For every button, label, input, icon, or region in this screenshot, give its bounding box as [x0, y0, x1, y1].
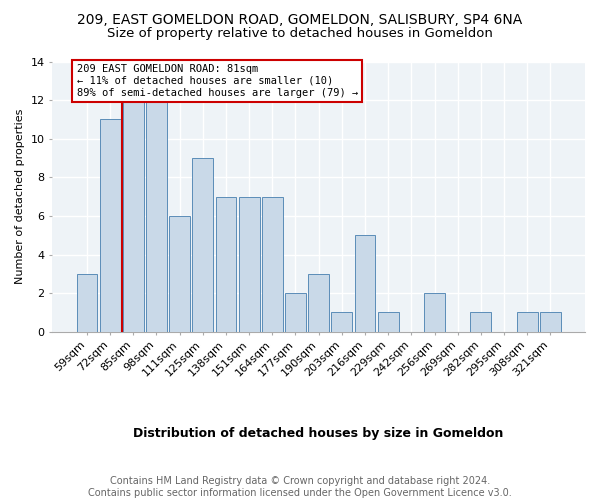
Bar	[424, 293, 445, 332]
Bar	[193, 158, 213, 332]
Bar	[239, 196, 260, 332]
Text: Size of property relative to detached houses in Gomeldon: Size of property relative to detached ho…	[107, 28, 493, 40]
Bar	[262, 196, 283, 332]
Bar	[169, 216, 190, 332]
Bar	[517, 312, 538, 332]
Bar	[285, 293, 306, 332]
Text: Contains HM Land Registry data © Crown copyright and database right 2024.
Contai: Contains HM Land Registry data © Crown c…	[88, 476, 512, 498]
Bar	[146, 100, 167, 332]
Bar	[100, 120, 121, 332]
Bar	[215, 196, 236, 332]
Bar	[355, 235, 376, 332]
Text: 209, EAST GOMELDON ROAD, GOMELDON, SALISBURY, SP4 6NA: 209, EAST GOMELDON ROAD, GOMELDON, SALIS…	[77, 12, 523, 26]
Bar	[378, 312, 398, 332]
Y-axis label: Number of detached properties: Number of detached properties	[15, 109, 25, 284]
Bar	[123, 100, 144, 332]
Bar	[540, 312, 561, 332]
Bar	[470, 312, 491, 332]
Bar	[331, 312, 352, 332]
Text: 209 EAST GOMELDON ROAD: 81sqm
← 11% of detached houses are smaller (10)
89% of s: 209 EAST GOMELDON ROAD: 81sqm ← 11% of d…	[77, 64, 358, 98]
Bar	[308, 274, 329, 332]
X-axis label: Distribution of detached houses by size in Gomeldon: Distribution of detached houses by size …	[133, 427, 504, 440]
Bar	[77, 274, 97, 332]
